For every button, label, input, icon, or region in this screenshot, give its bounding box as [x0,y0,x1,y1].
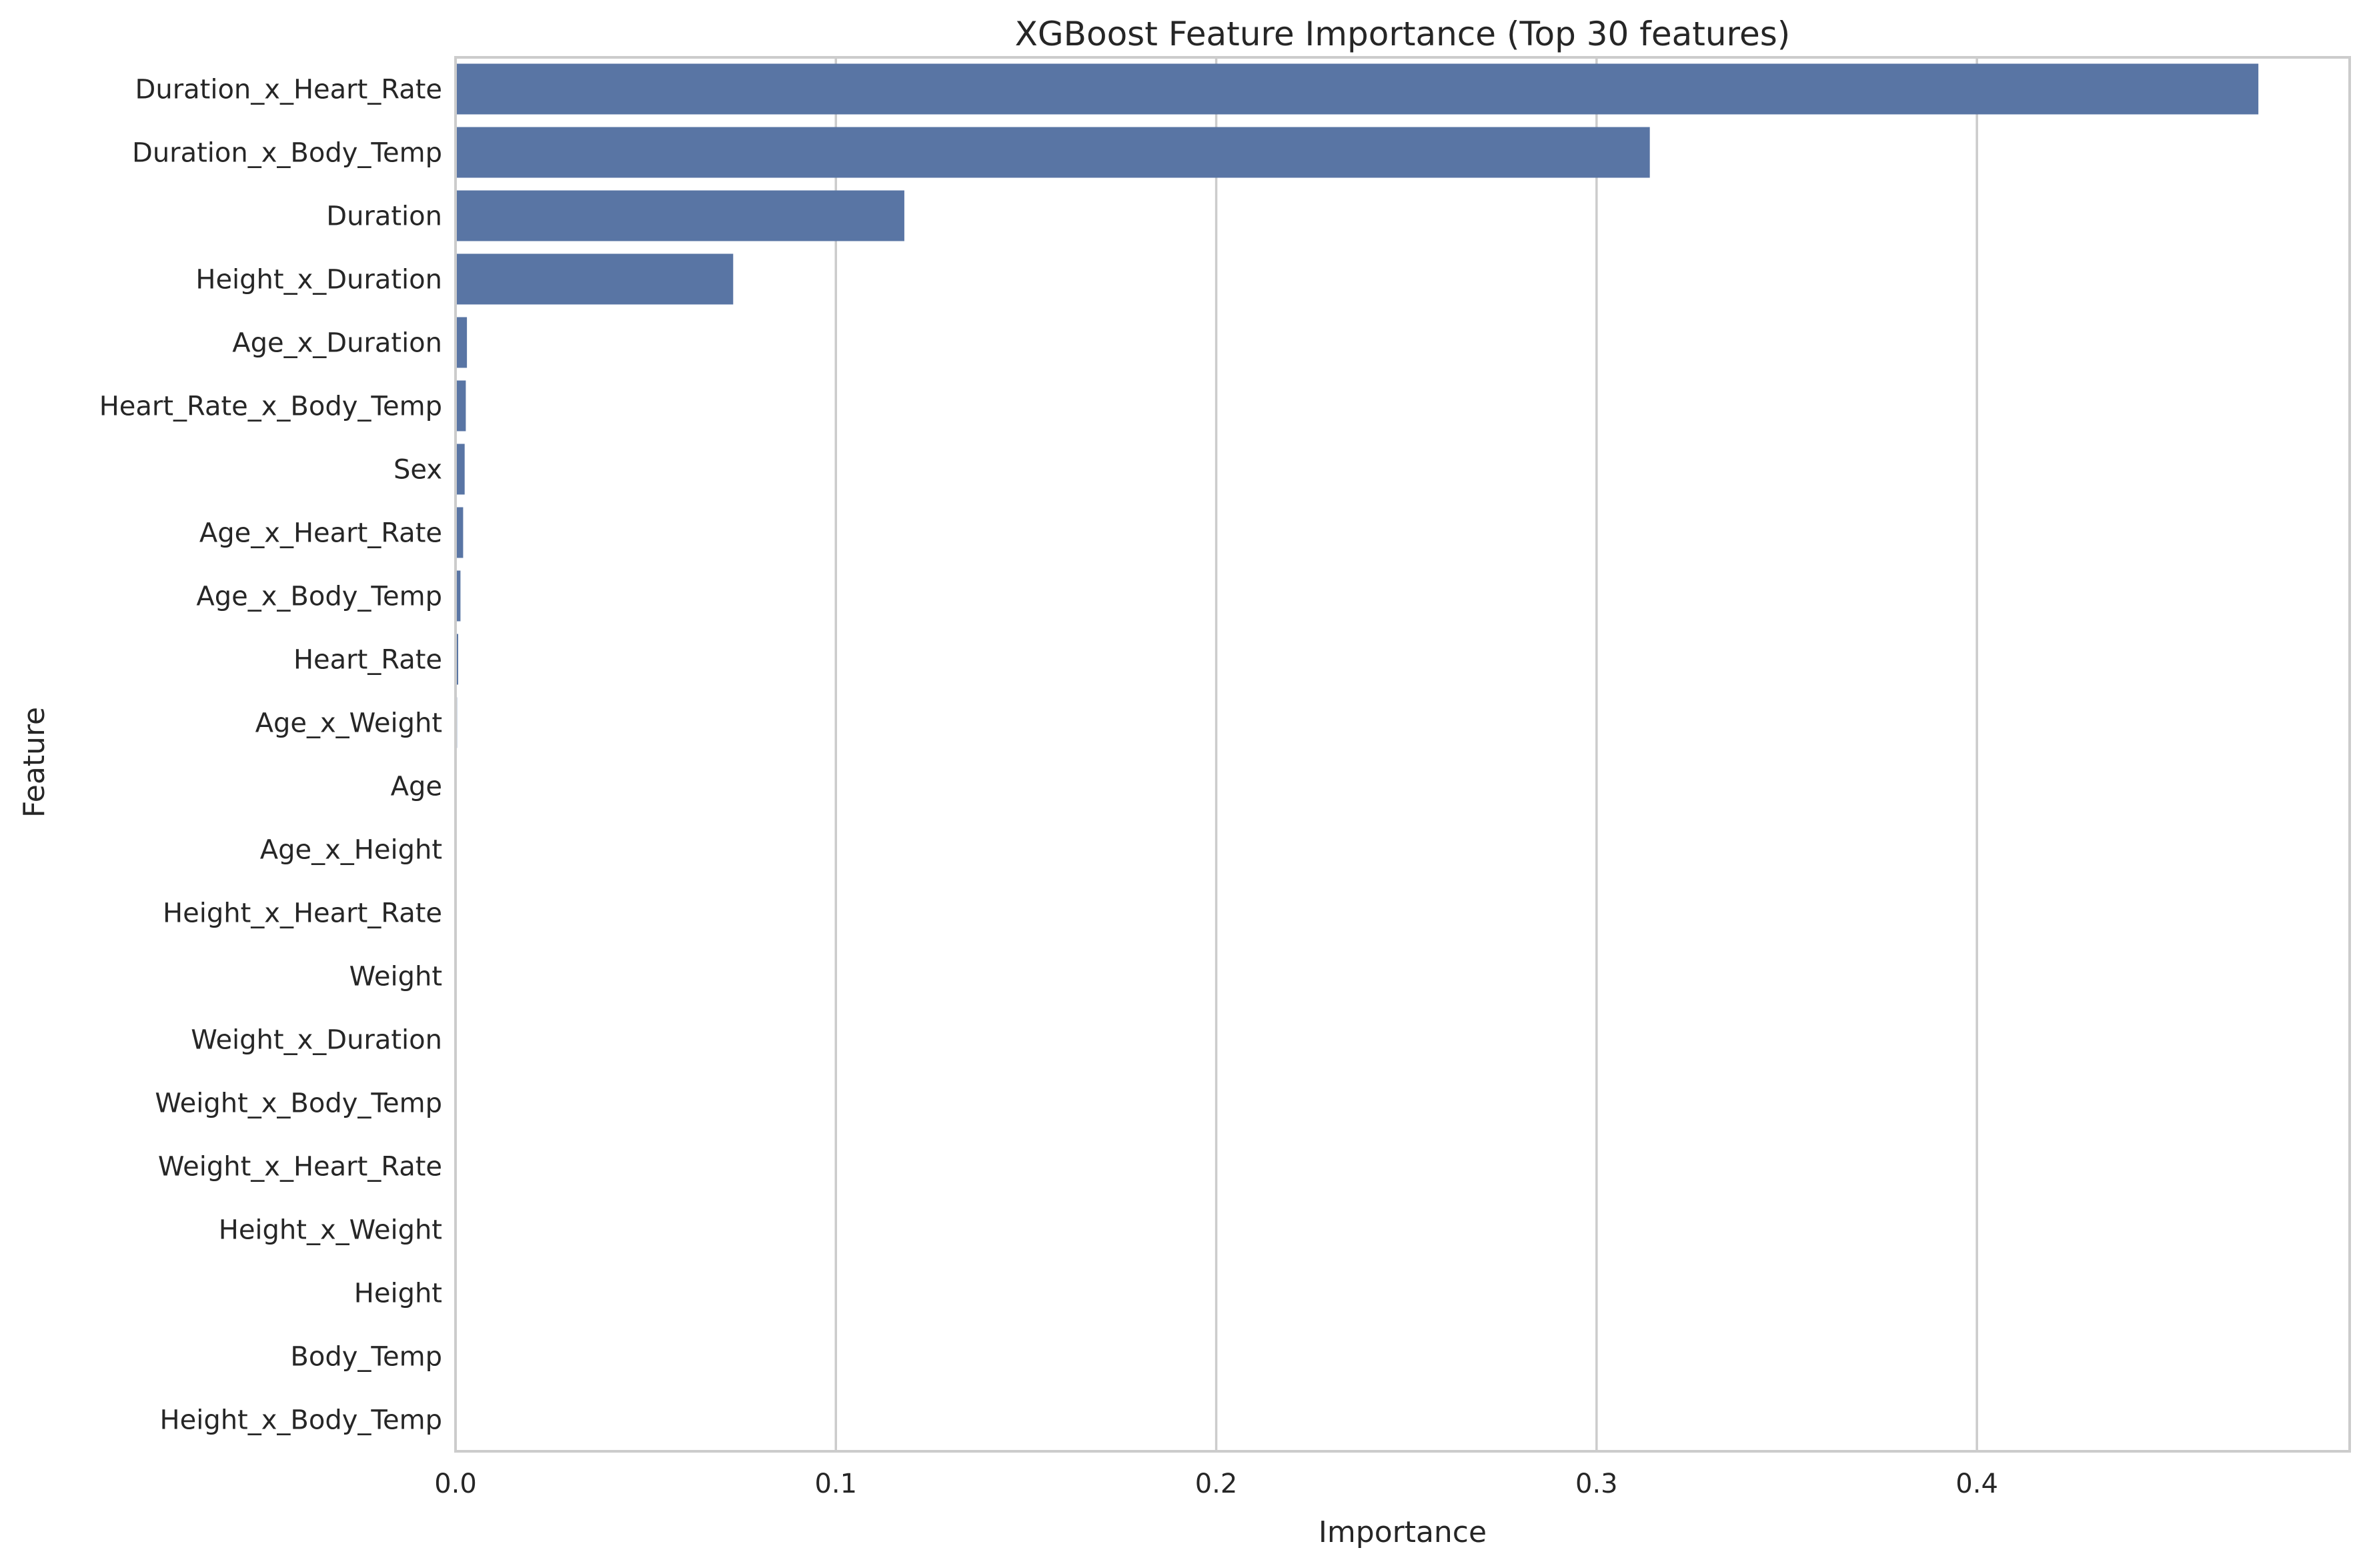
y-tick-label: Age_x_Height [260,835,442,866]
y-tick-label: Heart_Rate_x_Body_Temp [99,391,442,422]
bar [456,380,466,432]
x-tick-label: 0.1 [814,1469,857,1499]
x-tick-label: 0.0 [434,1469,477,1499]
y-tick-label: Height_x_Weight [219,1215,442,1246]
y-tick-label: Duration_x_Body_Temp [132,138,442,169]
bar [456,253,734,305]
y-tick-labels: Duration_x_Heart_Rate Duration_x_Body_Tem… [99,75,442,1436]
y-tick-label: Age_x_Weight [255,708,442,739]
y-tick-label: Age_x_Duration [232,328,442,359]
bar [456,507,464,558]
y-tick-label: Height_x_Duration [195,265,442,295]
chart-title: XGBoost Feature Importance (Top 30 featu… [1015,15,1791,53]
y-tick-label: Heart_Rate [293,645,442,676]
y-tick-label: Weight_x_Duration [191,1025,442,1056]
bar [456,317,468,368]
y-tick-label: Body_Temp [290,1342,442,1373]
bars [456,63,2259,1445]
y-tick-label: Age_x_Body_Temp [196,582,442,612]
y-tick-label: Duration_x_Heart_Rate [135,75,442,105]
bar [456,570,461,622]
y-tick-label: Age_x_Heart_Rate [199,518,442,549]
y-tick-label: Age [391,772,442,802]
y-tick-label: Height [354,1279,442,1309]
y-tick-label: Weight_x_Heart_Rate [158,1152,442,1183]
y-tick-label: Weight_x_Body_Temp [155,1088,442,1119]
bar [456,127,1650,178]
x-tick-label: 0.4 [1955,1469,1998,1499]
bar [456,444,465,495]
x-tick-label: 0.2 [1195,1469,1238,1499]
y-tick-label: Weight [349,962,442,992]
y-axis-label: Feature [17,707,51,818]
bar [456,63,2259,115]
plot-frame [454,56,2351,1453]
x-axis-label: Importance [1319,1515,1487,1549]
y-tick-label: Height_x_Heart_Rate [163,898,442,929]
y-tick-label: Sex [393,455,442,486]
x-tick-labels: 0.0 0.1 0.2 0.3 0.4 [434,1469,1998,1499]
y-tick-label: Duration [326,201,442,232]
y-tick-label: Height_x_Body_Temp [160,1405,442,1436]
bar [456,190,904,241]
x-tick-label: 0.3 [1575,1469,1618,1499]
